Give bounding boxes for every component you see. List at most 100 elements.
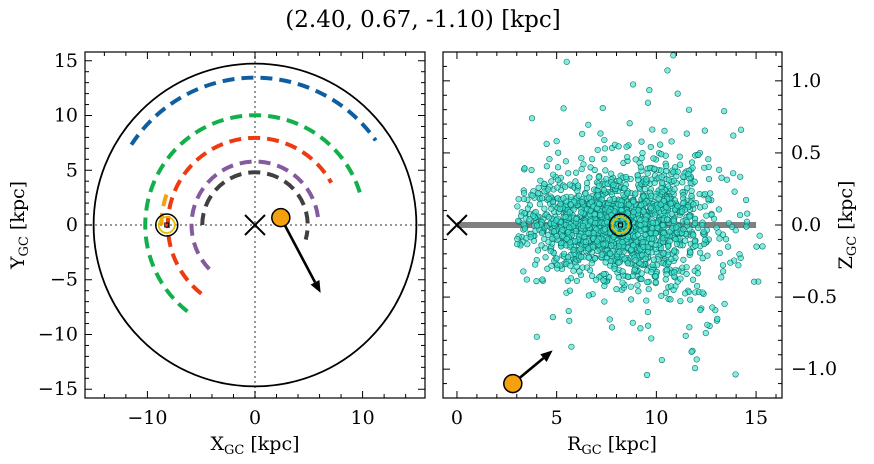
left-sun-marker-center [164,222,170,228]
star-point [674,90,681,97]
star-point [619,239,626,246]
star-point [560,105,567,112]
left-xlabel: XGC [kpc] [210,433,299,458]
star-point [730,132,737,139]
star-point [638,270,645,277]
star-point [547,247,554,255]
star-point [601,145,609,152]
star-point [643,371,651,379]
star-point [621,185,628,192]
star-point [539,195,546,202]
star-point [550,171,557,178]
star-point [597,212,604,219]
star-point [545,214,552,221]
star-point [666,228,673,235]
star-point [715,166,723,173]
star-point [759,243,766,250]
star-point [589,156,596,163]
left-velocity-arrow-head [310,279,321,293]
left-ytick-label: 5 [66,159,78,181]
star-point [591,211,598,218]
star-point [699,289,706,296]
star-point [549,235,556,242]
star-point [657,201,664,208]
star-point [647,205,655,212]
left-ytick-label: 0 [66,214,78,236]
star-point [625,201,632,208]
star-point [647,229,654,237]
star-point [690,201,697,208]
star-point [554,164,562,171]
star-point [615,274,622,281]
star-point [592,276,600,283]
right-xtick-label: 10 [644,407,668,429]
star-point [613,286,620,293]
star-point [607,257,614,265]
star-point [716,249,723,257]
star-point [616,177,623,184]
star-point [541,205,548,212]
star-point [703,212,710,219]
star-point [628,246,635,253]
star-point [699,255,706,262]
star-point [617,201,624,209]
star-point [682,332,689,339]
star-point [715,206,722,213]
star-point [629,81,637,88]
star-point [718,174,725,181]
right-xtick-label: 0 [451,407,463,429]
right-ylabel: ZGC [kpc] [835,181,860,270]
star-point [742,196,750,204]
star-point [545,195,552,202]
star-point [650,256,657,263]
star-point [543,163,550,170]
star-point [624,153,631,161]
star-point [701,164,708,171]
star-point [644,309,652,316]
star-point [690,232,697,239]
star-point [650,155,657,162]
star-point [671,248,678,255]
star-point [668,138,675,145]
star-point [532,261,539,268]
star-point [667,296,674,303]
star-point [737,126,745,133]
right-ytick-label: 1.0 [791,70,821,92]
star-point [616,223,623,230]
star-point [582,190,589,197]
star-point [688,159,696,166]
star-point [660,250,667,257]
star-point [553,217,560,224]
star-point [648,335,655,342]
right-sun-marker-outer [608,213,633,237]
star-point [753,243,760,250]
star-point [630,198,637,206]
star-point [578,199,586,206]
star-point [530,212,537,219]
star-point [601,155,608,163]
star-point [641,186,649,193]
star-point [622,173,629,181]
star-point [666,15,672,21]
star-point [535,190,542,197]
star-point [634,176,642,183]
star-point [705,195,712,203]
star-point [685,106,693,113]
right-xtick-label: 5 [551,407,563,429]
star-point [710,215,718,222]
star-point [731,188,738,195]
star-point [600,271,607,278]
star-point [534,247,542,254]
star-point [642,255,649,262]
star-point [751,278,758,285]
star-point [529,192,536,199]
star-point [548,205,555,212]
star-point [601,298,608,305]
star-point [606,316,613,323]
star-point [658,179,666,187]
star-point [562,158,569,165]
star-point [639,149,646,157]
star-point [538,242,545,249]
star-point [567,262,574,269]
star-point [578,209,585,216]
